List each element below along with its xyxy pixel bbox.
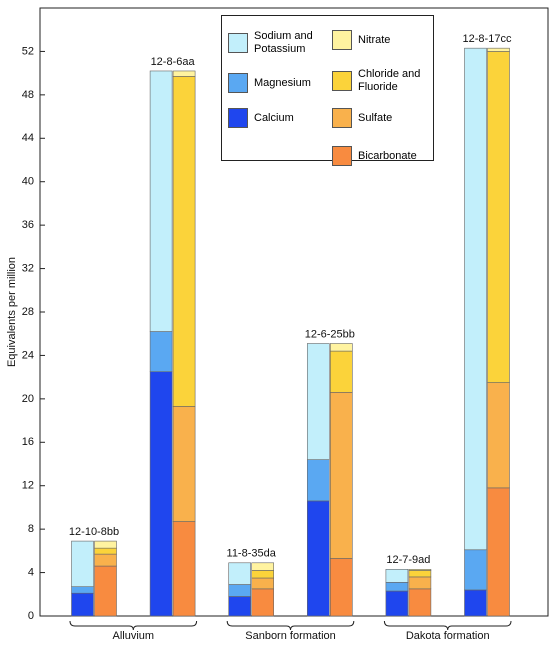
- bar-segment: [385, 569, 409, 583]
- bar-segment: [172, 70, 196, 77]
- bar-segment: [487, 47, 510, 52]
- well-label: 12-6-25bb: [305, 328, 355, 340]
- legend-swatch: [332, 146, 352, 166]
- y-tick-label: 0: [28, 610, 34, 622]
- well-label: 12-7-9ad: [386, 554, 430, 566]
- y-tick-label: 48: [22, 89, 34, 101]
- legend-item: Sulfate: [332, 108, 436, 128]
- y-tick-label: 28: [22, 306, 34, 318]
- bar-segment: [464, 47, 487, 551]
- bar-segment: [251, 577, 274, 590]
- y-tick-label: 8: [28, 523, 34, 535]
- group-label: Alluvium: [113, 630, 155, 642]
- bar-segment: [149, 371, 173, 617]
- group-brace: [226, 620, 355, 631]
- bar-segment: [251, 562, 274, 571]
- bar-segment: [329, 392, 353, 559]
- y-tick-label: 16: [22, 436, 34, 448]
- y-tick-label: 4: [28, 566, 34, 578]
- bar-segment: [408, 576, 432, 590]
- y-tick-label: 12: [22, 480, 34, 492]
- bar-segment: [487, 487, 510, 617]
- well-label: 11-8-35da: [227, 548, 277, 560]
- bar-segment: [306, 500, 330, 617]
- legend-swatch: [228, 108, 248, 128]
- bar-segment: [408, 570, 432, 578]
- group-brace: [69, 620, 198, 631]
- bar-segment: [408, 588, 432, 617]
- y-tick-label: 32: [22, 262, 34, 274]
- bar-segment: [329, 350, 353, 393]
- legend-swatch: [332, 30, 352, 50]
- bar-segment: [385, 590, 409, 617]
- legend-label: Sulfate: [358, 111, 393, 124]
- legend-item: Calcium: [228, 108, 332, 128]
- bar-segment: [385, 582, 409, 592]
- bar-segment: [149, 331, 173, 373]
- bar-segment: [487, 51, 510, 383]
- y-tick-label: 44: [22, 132, 34, 144]
- well-label: 12-10-8bb: [69, 526, 119, 538]
- group-label: Dakota formation: [406, 630, 490, 642]
- legend-label: Calcium: [254, 111, 294, 124]
- legend-swatch: [228, 73, 248, 93]
- legend-swatch: [332, 108, 352, 128]
- group-brace: [383, 620, 512, 631]
- y-tick-label: 24: [22, 349, 34, 361]
- bar-segment: [408, 569, 432, 571]
- legend-item: Chloride and Fluoride: [332, 68, 436, 94]
- y-tick-label: 20: [22, 393, 34, 405]
- bar-segment: [251, 588, 274, 617]
- bar-segment: [306, 343, 330, 460]
- legend: Sodium and Potassium Magnesium Calcium Nit…: [221, 15, 436, 166]
- bar-segment: [306, 459, 330, 502]
- bar-segment: [71, 592, 94, 617]
- bar-segment: [71, 540, 94, 587]
- bar-segment: [487, 382, 510, 489]
- bar-segment: [464, 589, 487, 617]
- well-label: 12-8-17cc: [463, 33, 512, 45]
- legend-swatch: [228, 33, 248, 53]
- bar-segment: [329, 343, 353, 352]
- legend-item: Bicarbonate: [332, 146, 436, 166]
- bar-segment: [71, 586, 94, 594]
- legend-item: Magnesium: [228, 73, 332, 93]
- y-tick-label: 40: [22, 176, 34, 188]
- bar-segment: [172, 76, 196, 407]
- legend-item: Sodium and Potassium: [228, 30, 332, 56]
- bar-segment: [94, 553, 117, 567]
- y-tick-label: 52: [22, 45, 34, 57]
- well-label: 12-8-6aa: [151, 56, 196, 68]
- bar-segment: [149, 70, 173, 332]
- legend-label: Magnesium: [254, 76, 311, 89]
- y-tick-label: 36: [22, 219, 34, 231]
- bar-segment: [94, 540, 117, 549]
- legend-label: Nitrate: [358, 33, 391, 46]
- bar-segment: [172, 521, 196, 617]
- bar-segment: [94, 565, 117, 617]
- bar-segment: [228, 596, 251, 617]
- bar-segment: [251, 570, 274, 579]
- y-axis-label: Equivalents per million: [6, 257, 18, 367]
- bar-segment: [464, 549, 487, 591]
- group-label: Sanborn formation: [245, 630, 336, 642]
- bar-segment: [329, 558, 353, 617]
- legend-label: Chloride and Fluoride: [358, 68, 421, 93]
- bar-segment: [228, 584, 251, 597]
- legend-label: Sodium and Potassium: [254, 30, 313, 55]
- legend-label: Bicarbonate: [358, 149, 417, 162]
- bar-segment: [172, 406, 196, 522]
- bar-segment: [94, 547, 117, 555]
- bar-segment: [228, 562, 251, 585]
- legend-item: Nitrate: [332, 30, 436, 50]
- legend-swatch: [332, 71, 352, 91]
